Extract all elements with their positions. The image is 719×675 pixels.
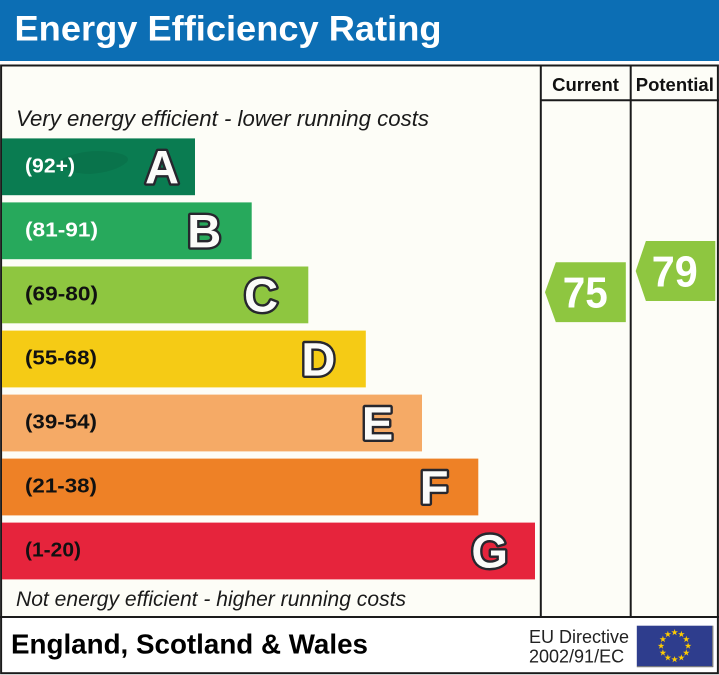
svg-text:Current: Current bbox=[552, 74, 619, 95]
svg-text:Very energy efficient - lower: Very energy efficient - lower running co… bbox=[16, 106, 429, 131]
svg-text:England, Scotland & Wales: England, Scotland & Wales bbox=[11, 629, 368, 660]
svg-text:(55-68): (55-68) bbox=[25, 347, 97, 370]
svg-text:(39-54): (39-54) bbox=[25, 411, 97, 434]
svg-text:Not energy efficient - higher: Not energy efficient - higher running co… bbox=[16, 588, 406, 611]
svg-text:(1-20): (1-20) bbox=[25, 539, 81, 562]
svg-text:EU Directive: EU Directive bbox=[529, 627, 629, 647]
svg-text:(92+): (92+) bbox=[25, 154, 75, 177]
svg-text:Potential: Potential bbox=[636, 74, 714, 95]
svg-text:(81-91): (81-91) bbox=[25, 218, 98, 241]
svg-text:(69-80): (69-80) bbox=[25, 283, 98, 306]
svg-text:2002/91/EC: 2002/91/EC bbox=[529, 647, 624, 667]
svg-text:Energy Efficiency Rating: Energy Efficiency Rating bbox=[15, 9, 442, 48]
svg-text:(21-38): (21-38) bbox=[25, 475, 97, 498]
svg-text:75: 75 bbox=[563, 270, 608, 318]
svg-text:79: 79 bbox=[652, 248, 698, 296]
